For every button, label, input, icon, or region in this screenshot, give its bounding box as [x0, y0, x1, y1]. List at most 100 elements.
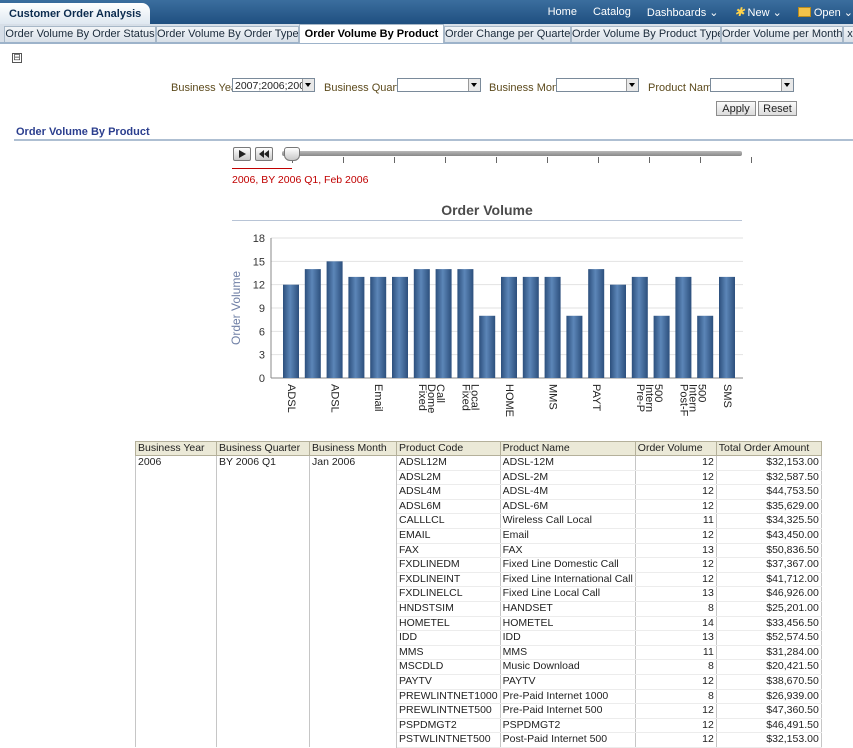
table-row: HOMETEL HOMETEL 14 $33,456.50	[136, 616, 822, 632]
nav-new[interactable]: ✱ New ⌄	[734, 5, 782, 19]
nav-open[interactable]: Open ⌄	[797, 6, 853, 19]
product-code-cell: MSCDLD	[396, 659, 501, 675]
x-tick-label: SMS	[721, 384, 733, 408]
new-star-icon: ✱	[734, 5, 745, 19]
x-tick-label: 500	[652, 384, 664, 402]
y-tick-label: 9	[259, 303, 265, 315]
bar	[370, 276, 387, 378]
x-tick-label: Dome	[425, 384, 437, 413]
order-volume-cell: 12	[634, 572, 717, 588]
product-code-cell: PREWLINTNET1000	[396, 689, 501, 705]
slider-tick	[598, 157, 599, 163]
y-axis-label: Order Volume	[229, 271, 243, 345]
slider-tick	[343, 157, 344, 163]
tab-order-volume-by-order-status[interactable]: Order Volume By Order Status	[4, 26, 156, 42]
play-button[interactable]	[233, 147, 251, 161]
product-name-cell: Email	[499, 528, 636, 544]
col-header-product-code[interactable]: Product Code	[396, 441, 501, 456]
bar	[522, 276, 539, 378]
product-code-cell: ADSL2M	[396, 470, 501, 486]
slider-track[interactable]	[282, 151, 742, 156]
product-name-cell: IDD	[499, 630, 636, 646]
table-row: MSCDLD Music Download 8 $20,421.50	[136, 659, 822, 675]
product-name-cell: ADSL-4M	[499, 484, 636, 500]
bar	[610, 284, 626, 378]
product-name-select[interactable]	[710, 78, 794, 92]
tab-order-volume-by-product[interactable]: Order Volume By Product	[299, 24, 444, 43]
order-amount-cell: $33,456.50	[715, 616, 822, 632]
bar	[588, 269, 605, 378]
table-row: PAYTV PAYTV 12 $38,670.50	[136, 674, 822, 690]
x-tick-label: MMS	[547, 384, 559, 410]
order-volume-cell: 12	[634, 718, 717, 734]
tab-order-volume-by-product-type[interactable]: Order Volume By Product Type	[571, 26, 721, 42]
business-quarter-select[interactable]	[397, 78, 481, 92]
product-name-cell: Wireless Call Local	[499, 513, 636, 529]
order-amount-cell: $32,153.00	[715, 455, 822, 471]
bar	[283, 284, 299, 378]
bar	[653, 315, 670, 378]
y-tick-label: 3	[259, 350, 265, 362]
reset-button[interactable]: Reset	[758, 101, 797, 116]
nav-dashboards[interactable]: Dashboards ⌄	[646, 6, 719, 19]
order-amount-cell: $52,574.50	[715, 630, 822, 646]
table-row: FXDLINEINT Fixed Line International Call 1…	[136, 572, 822, 588]
product-code-cell: FXDLINELCL	[396, 586, 501, 602]
nav-home[interactable]: Home	[547, 6, 577, 18]
collapse-icon[interactable]: ⊟	[12, 52, 22, 63]
business-month-cell: Jan 2006	[309, 455, 397, 748]
business-year-select[interactable]: 2007;2006;2008	[232, 78, 315, 92]
rewind-button[interactable]	[255, 147, 273, 161]
product-code-cell: PSPDMGT2	[396, 718, 501, 734]
product-name-cell: ADSL-6M	[499, 499, 636, 515]
bar	[479, 315, 496, 378]
table-body: 2006 BY 2006 Q1 Jan 2006 ADSL12M ADSL-12M 12 $…	[135, 455, 822, 748]
chart-title: Order Volume	[441, 202, 533, 218]
table-row: MMS MMS 11 $31,284.00	[136, 645, 822, 661]
col-header-business-month[interactable]: Business Month	[309, 441, 397, 456]
bar	[697, 315, 714, 378]
col-header-business-quarter[interactable]: Business Quarter	[216, 441, 310, 456]
product-name-cell: FAX	[499, 543, 636, 559]
x-tick-label: ADSL	[329, 384, 341, 413]
x-tick-label: Intern	[686, 384, 698, 412]
order-volume-cell: 12	[634, 499, 717, 515]
bar	[631, 276, 648, 378]
business-month-select[interactable]	[556, 78, 639, 92]
tab-order-change-per-quarter[interactable]: Order Change per Quarter	[444, 26, 571, 42]
tab-overflow[interactable]: x	[843, 26, 853, 42]
order-amount-cell: $20,421.50	[715, 659, 822, 675]
bar	[413, 269, 430, 378]
product-code-cell: IDD	[396, 630, 501, 646]
slider-indicator-line	[232, 168, 292, 169]
order-amount-cell: $34,325.50	[715, 513, 822, 529]
product-code-cell: ADSL4M	[396, 484, 501, 500]
x-tick-label: Call	[434, 384, 446, 403]
col-header-order-volume[interactable]: Order Volume	[634, 441, 717, 456]
order-amount-cell: $35,629.00	[715, 499, 822, 515]
folder-icon	[797, 7, 811, 17]
play-icon	[239, 150, 246, 158]
product-name-cell: Pre-Paid Internet 1000	[499, 689, 636, 705]
tab-order-volume-by-order-type[interactable]: Order Volume By Order Type	[156, 26, 299, 42]
nav-catalog[interactable]: Catalog	[592, 6, 631, 18]
order-amount-cell: $46,926.00	[715, 586, 822, 602]
product-code-cell: ADSL12M	[396, 455, 501, 471]
product-name-cell: Pre-Paid Internet 500	[499, 703, 636, 719]
order-amount-cell: $50,836.50	[715, 543, 822, 559]
order-volume-cell: 12	[634, 557, 717, 573]
order-amount-cell: $44,753.50	[715, 484, 822, 500]
chevron-down-icon	[302, 79, 314, 91]
product-name-cell: PSPDMGT2	[499, 718, 636, 734]
slider-tick	[700, 157, 701, 163]
product-code-cell: FXDLINEINT	[396, 572, 501, 588]
slider-tick	[547, 157, 548, 163]
table-row: 2006 BY 2006 Q1 Jan 2006 ADSL12M ADSL-12M 12 $…	[135, 455, 822, 748]
col-header-business-year[interactable]: Business Year	[135, 441, 217, 456]
tab-order-volume-per-month[interactable]: Order Volume per Month	[721, 26, 843, 42]
col-header-product-name[interactable]: Product Name	[499, 441, 636, 456]
col-header-total-order-amount[interactable]: Total Order Amount	[715, 441, 822, 456]
apply-button[interactable]: Apply	[716, 101, 756, 116]
order-amount-cell: $32,153.00	[715, 732, 822, 748]
slider-thumb[interactable]	[284, 147, 300, 161]
